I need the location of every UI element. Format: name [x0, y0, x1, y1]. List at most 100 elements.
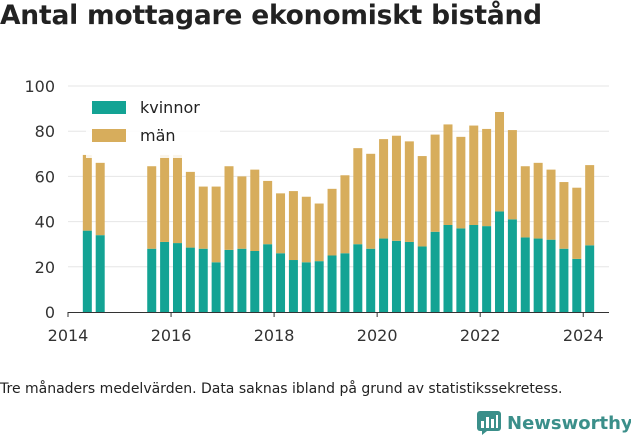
- y-axis-ticks: 0 20 40 60 80 100: [24, 77, 55, 322]
- bar-man: [443, 124, 453, 225]
- y-tick-label: 20: [35, 258, 55, 277]
- bar-kvinnor: [301, 262, 311, 312]
- bar-man: [82, 154, 92, 231]
- bar-kvinnor: [327, 255, 337, 312]
- x-axis: 2014 2016 2018 2020 2022 2024: [48, 312, 609, 345]
- bar-kvinnor: [430, 231, 440, 312]
- chart-plot: 0 20 40 60 80 100 2014 2016 2018 2020 2022 2024 kv…: [24, 77, 609, 345]
- x-tick-label: 2016: [151, 326, 192, 345]
- bar-kvinnor: [353, 244, 363, 312]
- bar-man: [147, 166, 157, 249]
- bar-man: [533, 162, 543, 239]
- bar-man: [469, 125, 479, 225]
- x-tick-label: 2022: [460, 326, 501, 345]
- bar-man: [327, 188, 337, 256]
- legend-label-kvinnor: kvinnor: [140, 98, 200, 117]
- bar-kvinnor: [263, 244, 273, 312]
- bar-kvinnor: [288, 260, 298, 312]
- bar-man: [185, 171, 195, 248]
- bar-kvinnor: [404, 241, 414, 312]
- bar-kvinnor: [250, 250, 260, 312]
- bar-kvinnor: [391, 240, 401, 312]
- bar-kvinnor: [211, 262, 221, 312]
- bar-kvinnor: [224, 249, 234, 312]
- x-tick-label: 2018: [254, 326, 295, 345]
- bar-kvinnor: [559, 248, 569, 312]
- bar-kvinnor: [237, 248, 247, 312]
- bar-kvinnor: [533, 238, 543, 312]
- bar-man: [198, 186, 208, 249]
- bar-man: [353, 148, 363, 245]
- bar-man: [495, 111, 505, 212]
- bar-man: [288, 191, 298, 261]
- bar-kvinnor: [456, 228, 466, 312]
- bar-man: [379, 139, 389, 239]
- bar-man: [559, 182, 569, 249]
- bar-man: [95, 162, 105, 236]
- bar-man: [430, 134, 440, 232]
- x-tick-label: 2014: [48, 326, 89, 345]
- chart-title: Antal mottagare ekonomiskt bistånd: [0, 0, 542, 31]
- bar-man: [237, 176, 247, 249]
- bar-man: [482, 128, 492, 227]
- x-tick-label: 2020: [357, 326, 398, 345]
- bar-man: [263, 180, 273, 245]
- bar-man: [314, 203, 324, 262]
- bar-man: [224, 166, 234, 250]
- bar-kvinnor: [160, 241, 170, 312]
- bar-man: [301, 196, 311, 263]
- newsworthy-logo-text: Newsworthy: [507, 412, 631, 434]
- x-tick-label: 2024: [563, 326, 604, 345]
- bar-man: [585, 165, 595, 246]
- newsworthy-logo[interactable]: Newsworthy: [477, 410, 631, 436]
- bar-man: [520, 166, 530, 238]
- newsworthy-logo-icon: [477, 411, 501, 435]
- legend: kvinnor män: [86, 94, 220, 158]
- bar-kvinnor: [95, 235, 105, 312]
- bar-kvinnor: [546, 239, 556, 312]
- bar-kvinnor: [507, 219, 517, 312]
- y-tick-label: 40: [35, 213, 55, 232]
- y-tick-label: 0: [45, 303, 55, 322]
- bar-kvinnor: [585, 245, 595, 312]
- bar-man: [404, 141, 414, 242]
- bar-kvinnor: [520, 237, 530, 312]
- bar-kvinnor: [379, 238, 389, 312]
- legend-swatch-man: [92, 129, 126, 142]
- bar-kvinnor: [443, 224, 453, 312]
- bar-kvinnor: [469, 224, 479, 312]
- footnote: Tre månaders medelvärden. Data saknas ib…: [0, 381, 563, 397]
- bar-man: [391, 135, 401, 241]
- bar-man: [276, 193, 286, 254]
- y-tick-label: 80: [35, 122, 55, 141]
- y-tick-label: 60: [35, 167, 55, 186]
- bar-man: [211, 186, 221, 263]
- bar-kvinnor: [147, 248, 157, 312]
- bar-kvinnor: [495, 211, 505, 312]
- legend-swatch-kvinnor: [92, 101, 126, 114]
- bar-kvinnor: [172, 243, 182, 312]
- bar-man: [417, 156, 427, 247]
- bar-kvinnor: [276, 253, 286, 312]
- bar-man: [160, 154, 170, 242]
- bar-man: [507, 130, 517, 220]
- bar-kvinnor: [482, 226, 492, 312]
- bars: [82, 111, 595, 312]
- bar-kvinnor: [572, 258, 582, 312]
- bar-kvinnor: [185, 247, 195, 312]
- bar-kvinnor: [314, 261, 324, 312]
- bar-man: [250, 169, 260, 251]
- bar-man: [546, 169, 556, 240]
- bar-man: [340, 175, 350, 254]
- bar-man: [172, 154, 182, 244]
- bar-man: [366, 153, 376, 249]
- bar-kvinnor: [340, 253, 350, 312]
- y-tick-label: 100: [24, 77, 55, 96]
- bar-kvinnor: [366, 248, 376, 312]
- bar-kvinnor: [82, 230, 92, 312]
- bar-kvinnor: [417, 246, 427, 312]
- legend-label-man: män: [140, 126, 176, 145]
- bar-man: [456, 136, 466, 229]
- bar-kvinnor: [198, 248, 208, 312]
